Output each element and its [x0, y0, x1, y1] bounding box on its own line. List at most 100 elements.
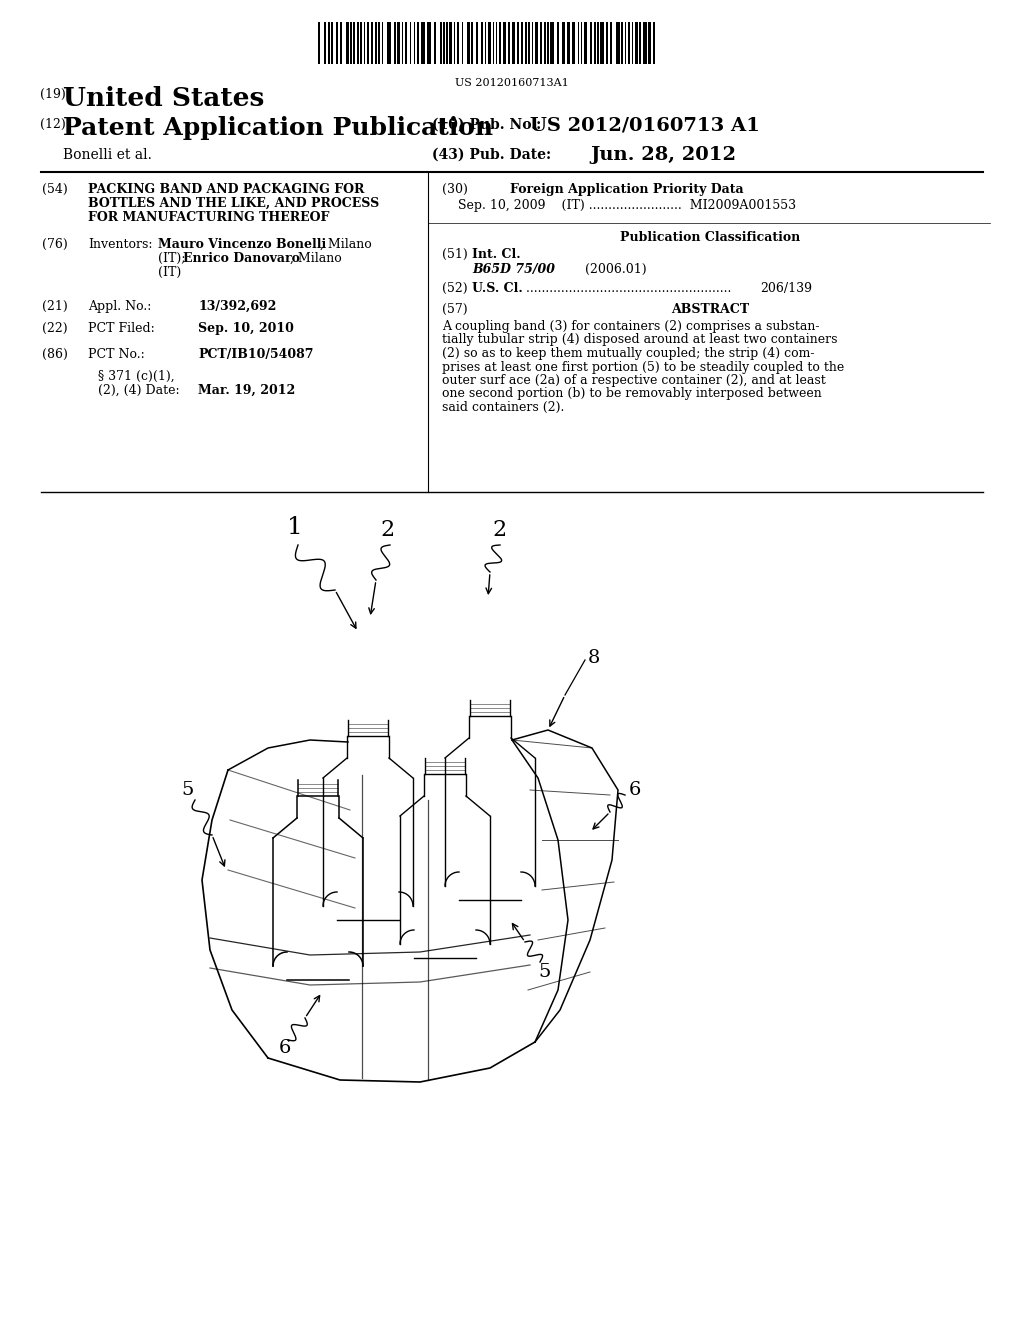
Text: (76): (76) — [42, 238, 68, 251]
Text: (IT);: (IT); — [158, 252, 189, 265]
Bar — [356, 22, 358, 63]
Bar — [375, 22, 377, 63]
Bar — [544, 22, 546, 63]
Bar — [521, 22, 523, 63]
Text: 2: 2 — [381, 519, 395, 541]
Text: PCT Filed:: PCT Filed: — [88, 322, 155, 335]
Bar — [475, 22, 478, 63]
Bar — [600, 22, 604, 63]
Text: one second portion (b) to be removably interposed between: one second portion (b) to be removably i… — [442, 388, 821, 400]
Text: (22): (22) — [42, 322, 68, 335]
Bar — [632, 22, 633, 63]
Bar — [605, 22, 607, 63]
Text: , Milano: , Milano — [290, 252, 342, 265]
Bar — [360, 22, 362, 63]
Bar — [648, 22, 650, 63]
Text: (2) so as to keep them mutually coupled; the strip (4) com-: (2) so as to keep them mutually coupled;… — [442, 347, 814, 360]
Text: PCT No.:: PCT No.: — [88, 348, 144, 360]
Text: (21): (21) — [42, 300, 68, 313]
Text: US 20120160713A1: US 20120160713A1 — [455, 78, 569, 88]
Bar — [434, 22, 436, 63]
Text: Sep. 10, 2010: Sep. 10, 2010 — [198, 322, 294, 335]
Text: (43) Pub. Date:: (43) Pub. Date: — [432, 148, 551, 162]
Bar — [462, 22, 463, 63]
Text: (IT): (IT) — [158, 267, 181, 279]
Bar — [454, 22, 455, 63]
Text: Foreign Application Priority Data: Foreign Application Priority Data — [510, 183, 743, 195]
Bar — [597, 22, 598, 63]
Text: (57): (57) — [442, 304, 468, 315]
Bar — [508, 22, 510, 63]
Bar — [397, 22, 399, 63]
Text: 6: 6 — [629, 781, 641, 799]
Text: .....................................................: ........................................… — [522, 282, 731, 294]
Text: Appl. No.:: Appl. No.: — [88, 300, 152, 313]
Bar — [484, 22, 486, 63]
Text: (52): (52) — [442, 282, 468, 294]
Bar — [382, 22, 383, 63]
Text: (12): (12) — [40, 117, 66, 131]
Bar — [516, 22, 519, 63]
Bar — [615, 22, 620, 63]
Bar — [594, 22, 596, 63]
Text: (51): (51) — [442, 248, 468, 261]
Text: 2: 2 — [493, 519, 507, 541]
Text: (2006.01): (2006.01) — [585, 263, 646, 276]
Bar — [628, 22, 630, 63]
Text: 13/392,692: 13/392,692 — [198, 300, 276, 313]
Bar — [449, 22, 452, 63]
Bar — [496, 22, 497, 63]
Bar — [642, 22, 646, 63]
Text: 8: 8 — [588, 649, 600, 667]
Bar — [653, 22, 654, 63]
Text: § 371 (c)(1),: § 371 (c)(1), — [98, 370, 175, 383]
Text: Mar. 19, 2012: Mar. 19, 2012 — [198, 384, 295, 397]
Bar — [467, 22, 469, 63]
Bar — [540, 22, 542, 63]
Bar — [625, 22, 626, 63]
Text: (54): (54) — [42, 183, 68, 195]
Bar — [584, 22, 587, 63]
Text: 5: 5 — [182, 781, 195, 799]
Bar — [512, 22, 514, 63]
Bar — [581, 22, 582, 63]
Bar — [621, 22, 623, 63]
Bar — [528, 22, 529, 63]
Text: BOTTLES AND THE LIKE, AND PROCESS: BOTTLES AND THE LIKE, AND PROCESS — [88, 197, 379, 210]
Bar — [414, 22, 415, 63]
Bar — [336, 22, 338, 63]
Bar — [499, 22, 501, 63]
Bar — [635, 22, 638, 63]
Text: Mauro Vincenzo Bonelli: Mauro Vincenzo Bonelli — [158, 238, 327, 251]
Bar — [480, 22, 483, 63]
Text: (19): (19) — [40, 88, 66, 102]
Bar — [410, 22, 411, 63]
Text: B65D 75/00: B65D 75/00 — [472, 263, 555, 276]
Text: Jun. 28, 2012: Jun. 28, 2012 — [590, 147, 736, 164]
Bar — [443, 22, 444, 63]
Bar — [550, 22, 554, 63]
Bar — [371, 22, 373, 63]
Bar — [457, 22, 459, 63]
Bar — [364, 22, 365, 63]
Text: FOR MANUFACTURING THEREOF: FOR MANUFACTURING THEREOF — [88, 211, 330, 224]
Text: United States: United States — [63, 86, 264, 111]
Bar — [610, 22, 611, 63]
Text: 5: 5 — [539, 964, 551, 981]
Text: ABSTRACT: ABSTRACT — [671, 304, 750, 315]
Bar — [367, 22, 369, 63]
Bar — [531, 22, 534, 63]
Bar — [639, 22, 640, 63]
Bar — [471, 22, 472, 63]
Text: PACKING BAND AND PACKAGING FOR: PACKING BAND AND PACKAGING FOR — [88, 183, 365, 195]
Bar — [503, 22, 506, 63]
Bar — [557, 22, 559, 63]
Bar — [417, 22, 419, 63]
Text: Bonelli et al.: Bonelli et al. — [63, 148, 152, 162]
Text: (2), (4) Date:: (2), (4) Date: — [98, 384, 179, 397]
Text: said containers (2).: said containers (2). — [442, 401, 564, 414]
Text: (30): (30) — [442, 183, 468, 195]
Text: Publication Classification: Publication Classification — [620, 231, 800, 244]
Bar — [421, 22, 425, 63]
Bar — [590, 22, 592, 63]
